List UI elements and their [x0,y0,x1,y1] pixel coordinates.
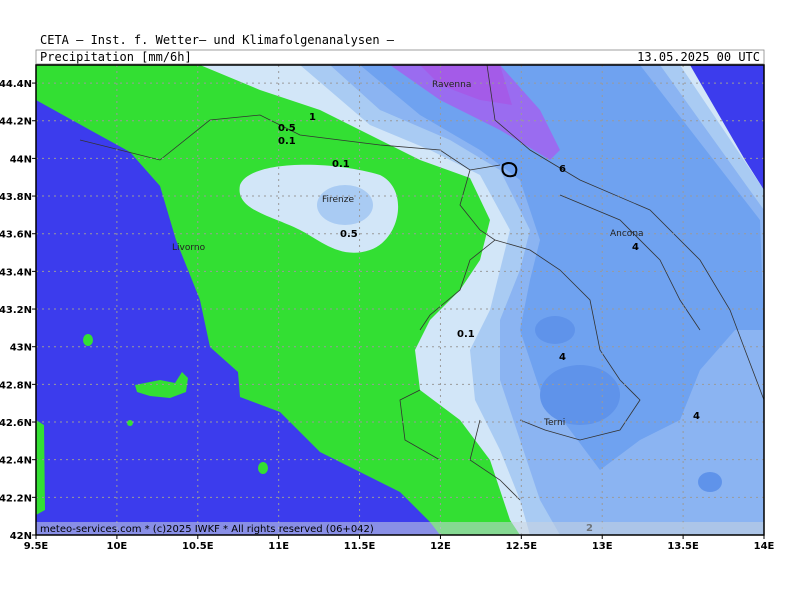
y-tick-label: 43.4N [0,267,32,278]
y-tick-label: 43N [10,343,32,354]
precip-0.5-firenze [317,185,373,225]
corsica [36,420,45,515]
x-tick-label: 11.5E [344,541,376,552]
y-tick-label: 43.2N [0,305,32,316]
y-tick-label: 42.2N [0,493,32,504]
island [127,420,133,426]
x-tick-label: 14E [754,541,775,552]
city-label: Firenze [322,195,354,205]
x-tick-label: 13E [592,541,613,552]
header-box [35,49,765,65]
y-tick-label: 42.4N [0,456,32,467]
region-borders [79,114,701,501]
x-tick-label: 12E [430,541,451,552]
contour-label: 0.1 [278,136,296,147]
precip-8 [420,65,512,105]
y-tick-label: 44N [10,154,32,165]
elba [135,372,188,398]
y-tick-label: 44.4N [0,79,32,90]
y-tick-label: 42.6N [0,418,32,429]
precip-4-cell [535,316,575,344]
land-dry [36,65,560,535]
header-title: CETA — Inst. f. Wetter— und Klimafolgena… [40,33,395,47]
lake [501,162,518,178]
contour-label: 4 [559,352,566,363]
x-tick-label: 12.5E [506,541,538,552]
y-tick-label: 44.2N [0,117,32,128]
x-tick-label: 10E [107,541,128,552]
contour-label: 6 [559,164,566,175]
y-tick-label: 43.8N [0,192,32,203]
contour-label: 0.5 [340,229,358,240]
precip-4-cell [698,472,722,492]
contour-label: 0.5 [278,123,296,134]
contour-label: 1 [309,112,316,123]
y-tick-label: 42.8N [0,380,32,391]
precip-4-cell [540,365,620,425]
header-date: 13.05.2025 00 UTC [637,50,760,64]
footer-credit: meteo-services.com * (c)2025 IWKF * All … [40,524,374,535]
precip-6 [390,65,560,160]
y-tick-label: 42N [10,531,32,542]
island [83,334,93,346]
x-tick-label: 13.5E [667,541,699,552]
city-label: Terni [543,418,565,428]
contour-label: 0.1 [332,159,350,170]
map: Ravenna Firenze Livorno Ancona Terni 1 0… [35,64,765,536]
contour-label: 0.1 [457,329,475,340]
grid [36,65,764,535]
header-parameter: Precipitation [mm/6h] [40,50,192,64]
map-frame [35,64,765,536]
city-label: Ravenna [432,80,471,90]
contour-label: 4 [632,242,639,253]
precip-2 [360,65,764,470]
x-tick-label: 10.5E [182,541,214,552]
island [258,462,268,474]
axes: 9.5E 10E 10.5E 11E 11.5E 12E 12.5E 13E 13.5E 14E 4… [0,79,775,552]
footer-strip [36,522,764,535]
y-tick-label: 43.6N [0,230,32,241]
x-tick-label: 11E [268,541,289,552]
coastline-adriatic [486,65,764,401]
city-label: Livorno [172,243,206,253]
x-tick-label: 9.5E [24,541,49,552]
city-label: Ancona [610,229,644,239]
contour-label: 4 [693,411,700,422]
